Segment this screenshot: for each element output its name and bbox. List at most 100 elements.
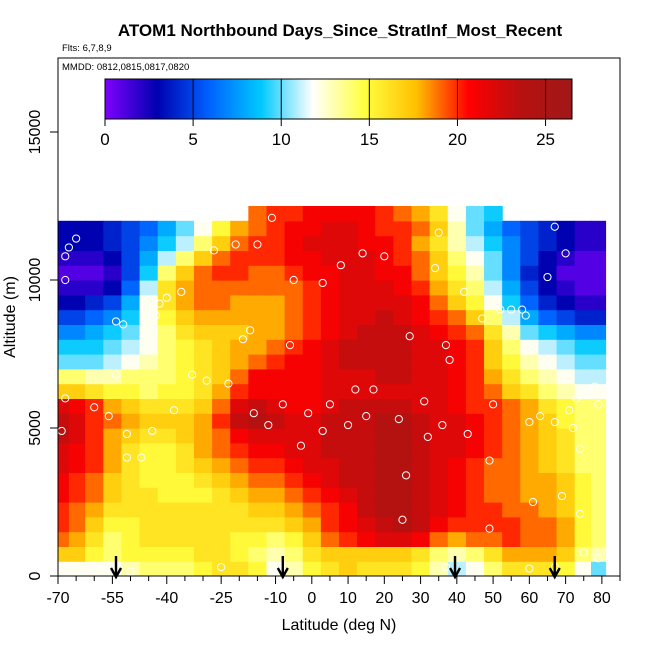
heatmap-cell: [465, 220, 485, 237]
heatmap-cell: [393, 531, 413, 547]
heatmap-cell: [266, 309, 286, 325]
heatmap-cell: [284, 531, 304, 547]
heatmap-cell: [284, 546, 304, 562]
heatmap-cell: [284, 280, 304, 296]
heatmap-cell: [284, 457, 304, 473]
heatmap-cell: [429, 206, 449, 222]
observation-point: [441, 563, 451, 572]
heatmap-cell: [502, 235, 521, 251]
heatmap-cell: [121, 294, 141, 311]
heatmap-cell: [58, 413, 70, 429]
heatmap-cell: [502, 442, 521, 459]
heatmap-cell: [502, 280, 521, 296]
heatmap-cell: [411, 206, 431, 222]
heatmap-cell: [538, 428, 558, 444]
heatmap-cell: [590, 531, 607, 547]
heatmap-cell: [193, 220, 213, 237]
observation-point: [188, 370, 197, 379]
heatmap-cell: [411, 354, 431, 370]
heatmap-cell: [590, 457, 607, 473]
heatmap-cell: [266, 398, 286, 414]
heatmap-cell: [429, 487, 449, 503]
heatmap-cell: [393, 457, 413, 473]
heatmap-cell: [157, 280, 177, 296]
heatmap-cell: [357, 280, 376, 296]
heatmap-cell: [447, 265, 467, 281]
heatmap-cell: [266, 487, 286, 503]
heatmap-cell: [429, 428, 449, 444]
heatmap-cell: [302, 280, 322, 296]
heatmap-cell: [230, 235, 249, 251]
heatmap-cell: [574, 250, 592, 266]
heatmap-cell: [266, 383, 286, 399]
heatmap-cell: [157, 472, 177, 488]
heatmap-cell: [375, 280, 394, 296]
profile-arrow: [276, 556, 289, 580]
heatmap-cell: [465, 354, 485, 370]
heatmap-cell: [538, 472, 558, 488]
heatmap-cell: [68, 546, 86, 562]
heatmap-cell: [230, 265, 249, 281]
heatmap-cell: [103, 531, 123, 547]
heatmap-cell: [266, 368, 286, 385]
heatmap-cell: [484, 280, 503, 296]
heatmap-cell: [520, 413, 540, 429]
heatmap-cell: [574, 309, 592, 325]
heatmap-cell: [320, 368, 340, 385]
heatmap-cell: [590, 546, 607, 562]
heatmap-cell: [375, 265, 394, 281]
heatmap-cell: [502, 339, 521, 355]
heatmap-cell: [266, 502, 286, 518]
heatmap-cell: [248, 220, 268, 237]
observation-point: [583, 388, 592, 397]
heatmap-cell: [85, 368, 104, 385]
heatmap-cell: [357, 383, 376, 399]
heatmap-cell: [302, 502, 322, 518]
heatmap-cell: [520, 309, 540, 325]
heatmap-cell: [139, 502, 159, 518]
heatmap-cell: [58, 368, 70, 385]
heatmap-cell: [193, 398, 213, 414]
heatmap-cell: [284, 235, 304, 251]
observation-point: [441, 341, 451, 350]
heatmap-cell: [230, 516, 249, 533]
heatmap-cell: [411, 250, 431, 266]
heatmap-cell: [465, 250, 485, 266]
heatmap-cell: [520, 354, 540, 370]
heatmap-cell: [411, 472, 431, 488]
heatmap-cell: [320, 546, 340, 562]
heatmap-cell: [68, 561, 86, 576]
heatmap-cell: [139, 472, 159, 488]
heatmap-cell: [85, 442, 104, 459]
observation-point: [61, 252, 70, 261]
heatmap-cell: [357, 265, 376, 281]
heatmap-cell: [175, 442, 195, 459]
heatmap-cell: [302, 561, 322, 576]
heatmap-cell: [339, 531, 358, 547]
heatmap-cell: [556, 354, 576, 370]
heatmap-cell: [68, 428, 86, 444]
heatmap-cell: [502, 561, 521, 576]
heatmap-cell: [574, 457, 592, 473]
heatmap-cell: [465, 265, 485, 281]
heatmap-cell: [193, 413, 213, 429]
heatmap-cell: [157, 368, 177, 385]
heatmap-cell: [574, 516, 592, 533]
heatmap-cell: [121, 354, 141, 370]
heatmap-cell: [465, 206, 485, 222]
heatmap-cell: [175, 220, 195, 237]
heatmap-cell: [121, 324, 141, 340]
heatmap-cell: [121, 383, 141, 399]
heatmap-cell: [411, 413, 431, 429]
heatmap-cell: [157, 324, 177, 340]
heatmap-cell: [393, 413, 413, 429]
heatmap-cell: [266, 265, 286, 281]
heatmap-cell: [339, 250, 358, 266]
heatmap-cell: [375, 383, 394, 399]
heatmap-cell: [230, 487, 249, 503]
heatmap-cell: [357, 502, 376, 518]
observation-point: [398, 515, 407, 524]
heatmap-cell: [574, 472, 592, 488]
heatmap-cell: [103, 294, 123, 311]
